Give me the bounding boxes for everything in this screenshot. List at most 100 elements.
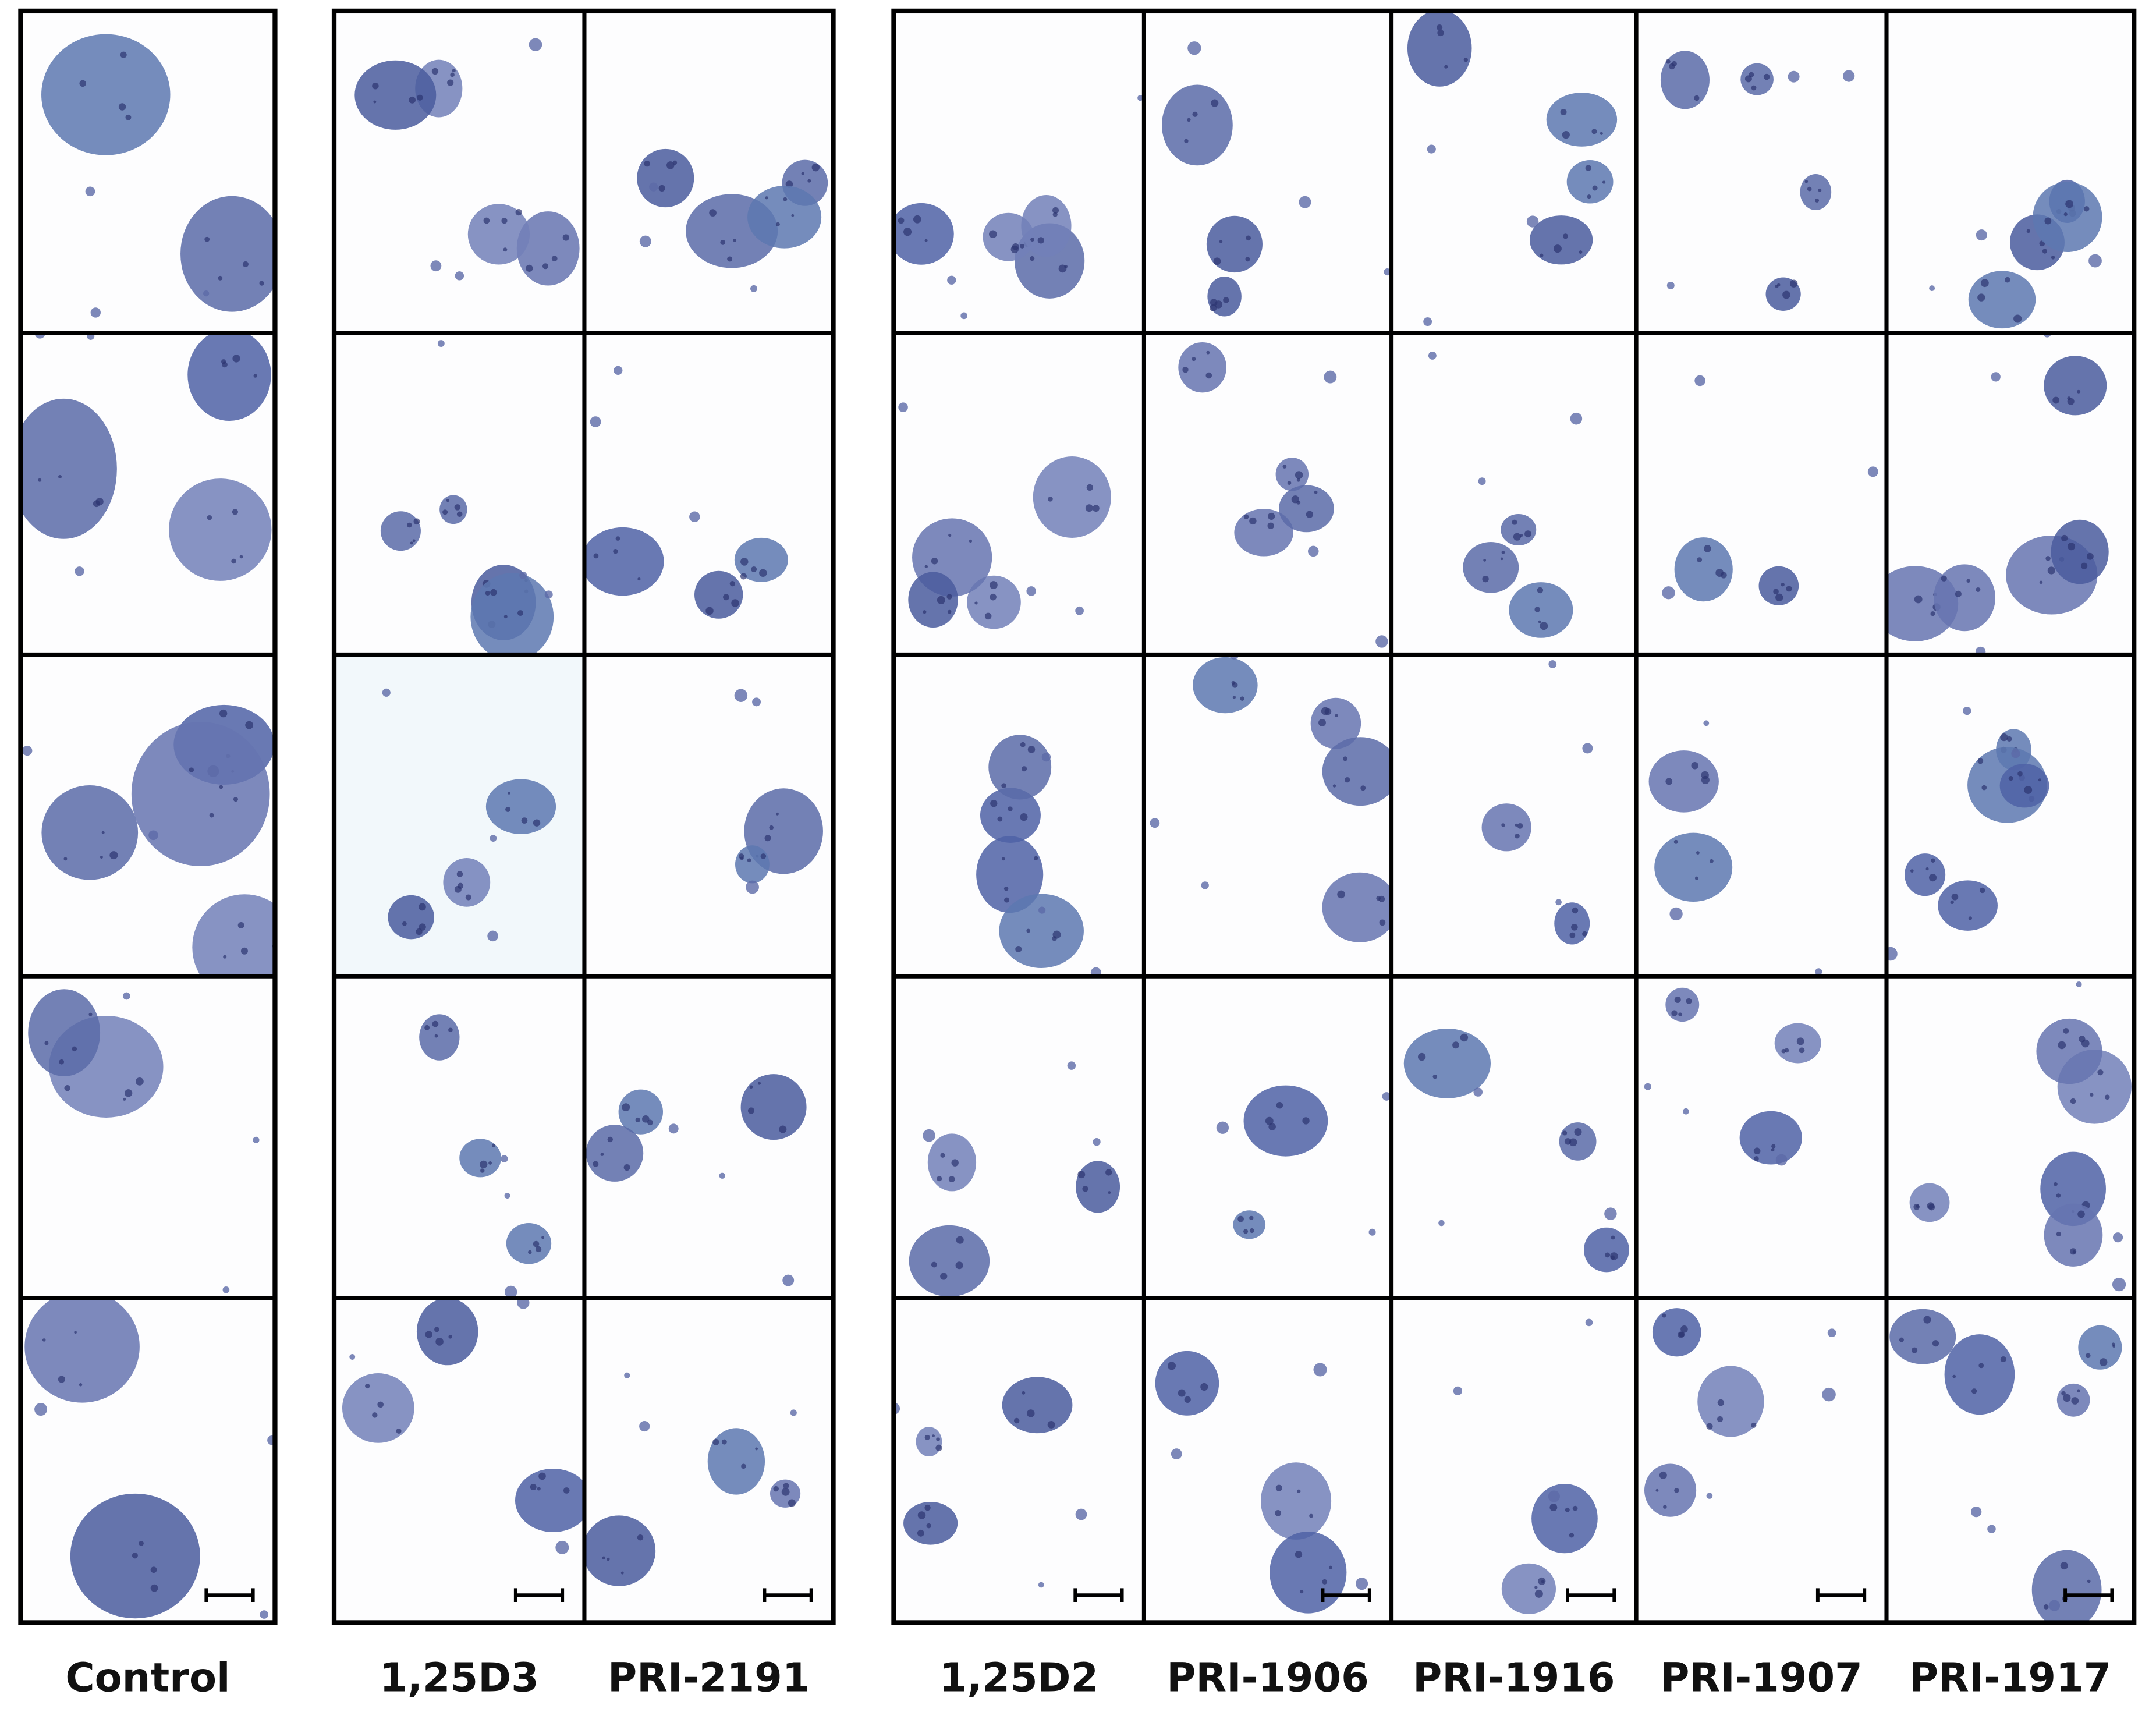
cell-speck <box>765 196 768 200</box>
cell-cluster <box>707 1428 765 1495</box>
cell-speck <box>58 474 62 478</box>
cell-speck <box>2090 1093 2094 1097</box>
cell-speck <box>1501 551 1505 554</box>
debris <box>649 182 658 192</box>
debris <box>1604 1207 1617 1220</box>
micrograph <box>1887 976 2134 1298</box>
cell-speck <box>1343 756 1348 761</box>
debris <box>923 1129 935 1142</box>
cell-cluster <box>1021 194 1072 257</box>
cell-cluster <box>1554 902 1590 945</box>
debris <box>1187 41 1201 55</box>
debris <box>790 1409 797 1416</box>
cell-speck <box>1701 775 1710 784</box>
cell-speck <box>607 1557 610 1561</box>
debris <box>1706 1493 1713 1499</box>
micrograph <box>1391 332 1637 655</box>
debris <box>1867 466 1878 477</box>
cell-cluster <box>416 1298 478 1366</box>
cell-speck <box>602 1556 606 1560</box>
debris <box>1026 586 1036 596</box>
cell-speck <box>424 1025 430 1030</box>
cell-speck <box>2070 1248 2077 1255</box>
cell-speck <box>1205 372 1212 379</box>
cell-speck <box>2051 256 2055 260</box>
cell-speck <box>948 533 952 537</box>
cell-speck <box>1184 139 1189 144</box>
cell-cluster <box>735 845 770 884</box>
cell-speck <box>204 236 210 242</box>
cell-speck <box>419 903 426 911</box>
debris <box>1137 95 1144 101</box>
cell-speck <box>507 791 510 795</box>
cell-speck <box>644 160 650 167</box>
column-label: PRI-1916 <box>1413 1655 1615 1702</box>
cell-speck <box>1591 129 1597 134</box>
micrograph <box>20 332 275 655</box>
cell-speck <box>1482 576 1489 583</box>
cell-speck <box>1663 1505 1667 1509</box>
cell-speck <box>1807 186 1812 192</box>
cell-speck <box>1034 856 1038 861</box>
cell-speck <box>2067 543 2076 551</box>
scale-bar <box>763 1588 813 1603</box>
cell-speck <box>1562 1130 1568 1136</box>
cell-cluster <box>1270 1531 1347 1614</box>
cell-speck <box>1694 95 1700 101</box>
cell-speck <box>431 68 439 75</box>
cell-speck <box>2086 552 2094 560</box>
cell-speck <box>731 599 739 607</box>
cell-speck <box>1574 1128 1582 1136</box>
cell-speck <box>924 565 928 568</box>
cell-cluster <box>1155 1351 1219 1416</box>
cell-speck <box>1696 851 1700 855</box>
cell-speck <box>1710 859 1714 863</box>
micrograph <box>1391 976 1637 1298</box>
cell-speck <box>1329 1565 1332 1569</box>
cell-speck <box>452 69 456 73</box>
cell-speck <box>1751 1422 1757 1428</box>
cell-speck <box>1671 61 1677 67</box>
cell-speck <box>1582 931 1587 937</box>
debris <box>1382 1092 1391 1101</box>
cell-cluster <box>187 332 271 421</box>
cell-speck <box>2071 1397 2079 1405</box>
cell-speck <box>623 1164 630 1171</box>
micrograph <box>1886 332 2134 655</box>
cell-speck <box>1287 481 1292 485</box>
cell-speck <box>1977 293 1985 302</box>
cell-speck <box>1971 1388 1977 1394</box>
cell-speck <box>1980 887 1985 894</box>
cell-speck <box>1704 545 1711 552</box>
cell-speck <box>937 1176 942 1182</box>
debris <box>1299 196 1311 208</box>
debris <box>1473 1087 1483 1097</box>
cell-speck <box>1022 1391 1026 1395</box>
cell-cluster <box>354 60 437 130</box>
cell-speck <box>917 1529 924 1537</box>
cell-cluster <box>1944 1334 2015 1415</box>
cell-speck <box>729 581 735 587</box>
cell-speck <box>139 1541 144 1546</box>
cell-speck <box>637 1534 644 1541</box>
cell-cluster <box>41 34 171 155</box>
cell-speck <box>1192 111 1198 117</box>
cell-speck <box>1941 575 1947 582</box>
cell-speck <box>1534 1586 1538 1589</box>
debris <box>1478 477 1486 485</box>
cell-cluster <box>1740 63 1774 95</box>
cell-speck <box>1932 1340 1939 1347</box>
cell-speck <box>1027 1409 1035 1417</box>
micrograph <box>334 976 584 1298</box>
cell-cluster <box>999 894 1084 968</box>
cell-speck <box>1275 1484 1282 1491</box>
cell-speck <box>1968 916 1972 920</box>
cell-speck <box>2045 556 2051 561</box>
cell-speck <box>1665 778 1673 785</box>
cell-speck <box>2081 562 2088 569</box>
cell-speck <box>2039 580 2043 584</box>
micrograph <box>334 10 584 333</box>
cell-speck <box>1610 1252 1618 1260</box>
cell-speck <box>109 851 118 860</box>
